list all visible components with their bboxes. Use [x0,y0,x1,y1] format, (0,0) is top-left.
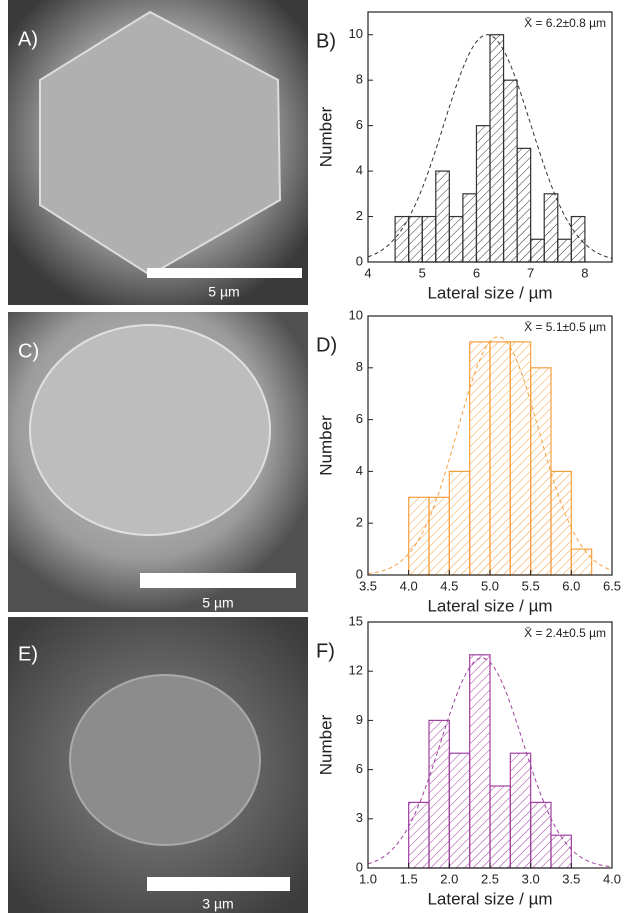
y-tick-label: 4 [356,463,363,478]
x-tick-label: 4.0 [603,871,621,886]
x-tick-label: 4.5 [440,578,458,593]
y-tick-label: 0 [356,566,363,581]
y-tick-label: 2 [356,515,363,530]
x-tick-label: 2.5 [481,871,499,886]
x-tick-label: 1.5 [400,871,418,886]
y-tick-label: 4 [356,163,363,178]
panel-label: E) [18,643,38,665]
x-axis-label: Lateral size / µm [427,596,552,615]
x-tick-label: 5 [419,265,426,280]
bar [436,171,450,262]
y-tick-label: 3 [356,810,363,825]
x-tick-label: 6.5 [603,578,621,593]
y-tick-label: 6 [356,411,363,426]
bar [409,217,423,262]
bar [531,368,551,575]
bar [449,471,469,575]
x-tick-label: 6.0 [562,578,580,593]
y-tick-label: 6 [356,761,363,776]
bar [517,148,531,262]
bar [571,217,585,262]
sem-image-c: C) 5 µm [8,312,308,612]
x-tick-label: 3.0 [522,871,540,886]
bar [544,194,558,262]
y-tick-label: 8 [356,72,363,87]
bar [449,217,463,262]
x-tick-label: 4.0 [400,578,418,593]
bar [551,835,571,868]
x-tick-label: 8 [581,265,588,280]
y-axis-label: Number [316,415,335,476]
panel-label: F) [316,640,335,662]
panel-label: B) [316,30,336,52]
bar [429,497,449,575]
x-tick-label: 5.5 [522,578,540,593]
scale-bar [140,573,296,588]
bar [504,80,518,262]
scale-bar [147,877,290,891]
y-tick-label: 0 [356,253,363,268]
bar [395,217,409,262]
y-tick-label: 15 [349,613,363,628]
x-axis-label: Lateral size / µm [427,283,552,302]
scale-bar-label: 5 µm [202,595,233,611]
scale-bar [147,268,302,278]
bar [463,194,477,262]
y-tick-label: 10 [349,307,363,322]
x-tick-label: 3.5 [562,871,580,886]
annotation: X̄ = 2.4±0.5 µm [524,626,606,640]
x-tick-label: 7 [527,265,534,280]
bar [551,471,571,575]
y-tick-label: 0 [356,859,363,874]
panel-label: C) [18,340,39,362]
y-tick-label: 8 [356,359,363,374]
y-tick-label: 9 [356,712,363,727]
bar [409,802,429,868]
bar [490,342,510,575]
sem-image-a: A) 5 µm [8,0,308,305]
panel-label: A) [18,28,38,50]
bar [510,342,530,575]
y-axis-label: Number [316,714,335,775]
panel-label: D) [316,334,337,356]
y-tick-label: 6 [356,117,363,132]
x-tick-label: 4 [364,265,371,280]
bar [429,720,449,868]
annotation: X̄ = 5.1±0.5 µm [524,320,606,334]
y-tick-label: 2 [356,208,363,223]
y-axis-label: Number [316,106,335,167]
annotation: X̄ = 6.2±0.8 µm [524,16,606,30]
bar [476,126,490,262]
scale-bar-label: 5 µm [208,284,239,300]
bar [409,497,429,575]
bar [470,655,490,868]
x-tick-label: 6 [473,265,480,280]
bar [422,217,436,262]
figure: A) 5 µm C) 5 µm E) 3 µm 4 5 6 7 8 0 2 4 6 8 10 Late… [0,0,627,913]
scale-bar-label: 3 µm [202,896,233,912]
x-tick-label: 5.0 [481,578,499,593]
sem-image-e: E) 3 µm [8,617,308,913]
bar [490,786,510,868]
y-tick-label: 10 [349,26,363,41]
x-axis-label: Lateral size / µm [427,889,552,908]
bar [490,35,504,262]
bar [558,239,572,262]
bar [470,342,490,575]
bar [571,549,591,575]
y-tick-label: 12 [349,663,363,678]
bar [449,753,469,868]
bar [510,753,530,868]
bar [531,239,545,262]
x-tick-label: 2.0 [440,871,458,886]
